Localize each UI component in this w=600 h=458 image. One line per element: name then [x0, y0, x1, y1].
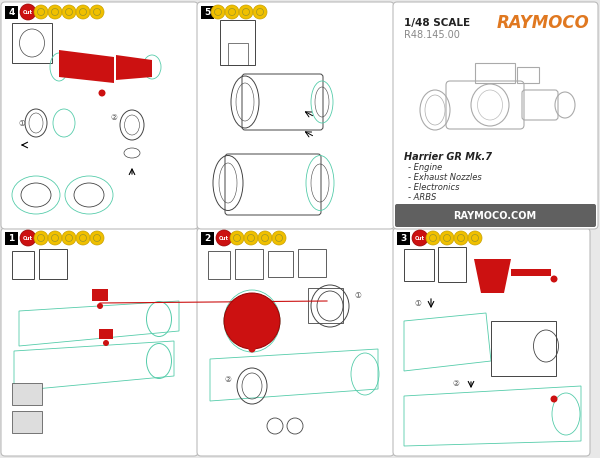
FancyBboxPatch shape	[1, 2, 198, 229]
Bar	[201, 6, 214, 19]
Bar	[298, 249, 326, 277]
Bar	[475, 63, 515, 83]
Circle shape	[224, 293, 280, 349]
Bar	[5, 6, 18, 19]
Text: 3: 3	[400, 234, 407, 243]
Text: Harrier GR Mk.7: Harrier GR Mk.7	[404, 152, 492, 162]
Text: R48.145.00: R48.145.00	[404, 30, 460, 40]
Text: 1/48 SCALE: 1/48 SCALE	[404, 18, 470, 28]
Text: - ARBS: - ARBS	[408, 193, 436, 202]
Bar	[12, 251, 34, 279]
Circle shape	[98, 89, 106, 97]
Bar	[438, 247, 466, 282]
Circle shape	[48, 231, 62, 245]
Polygon shape	[59, 50, 114, 83]
Bar	[511, 269, 551, 276]
Text: ②: ②	[452, 380, 460, 388]
Bar	[201, 232, 214, 245]
Circle shape	[90, 5, 104, 19]
Bar	[5, 232, 18, 245]
Bar	[308, 288, 343, 323]
Text: 2: 2	[205, 234, 211, 243]
Text: Cut: Cut	[23, 235, 33, 240]
Bar	[99, 329, 113, 339]
Text: - Engine: - Engine	[408, 164, 442, 173]
FancyBboxPatch shape	[197, 2, 394, 229]
Circle shape	[76, 231, 90, 245]
Circle shape	[244, 231, 258, 245]
Circle shape	[253, 5, 267, 19]
Circle shape	[551, 276, 557, 283]
Circle shape	[230, 231, 244, 245]
Bar	[12, 23, 52, 63]
Circle shape	[239, 5, 253, 19]
Text: 4: 4	[8, 8, 14, 17]
Text: Cut: Cut	[415, 235, 425, 240]
Bar	[39, 249, 67, 279]
Circle shape	[62, 5, 76, 19]
Circle shape	[454, 231, 468, 245]
Text: RAYMOCO: RAYMOCO	[496, 14, 589, 32]
Circle shape	[97, 303, 103, 309]
Circle shape	[248, 345, 256, 353]
Text: ②: ②	[110, 113, 118, 121]
FancyBboxPatch shape	[393, 2, 598, 229]
Text: ②: ②	[224, 375, 232, 383]
Bar	[12, 383, 42, 405]
Bar	[404, 249, 434, 281]
Circle shape	[62, 231, 76, 245]
Text: ①: ①	[355, 291, 361, 300]
Circle shape	[272, 231, 286, 245]
Bar	[92, 289, 108, 301]
Text: 5: 5	[205, 8, 211, 17]
Circle shape	[412, 230, 428, 246]
Circle shape	[34, 231, 48, 245]
Bar	[268, 251, 293, 277]
Text: - Exhaust Nozzles: - Exhaust Nozzles	[408, 174, 482, 182]
Circle shape	[90, 231, 104, 245]
FancyBboxPatch shape	[393, 228, 590, 456]
Circle shape	[216, 230, 232, 246]
Text: - Electronics: - Electronics	[408, 184, 460, 192]
Circle shape	[76, 5, 90, 19]
Bar	[12, 411, 42, 433]
Circle shape	[551, 396, 557, 403]
Circle shape	[440, 231, 454, 245]
Bar	[220, 20, 255, 65]
Bar	[517, 67, 539, 83]
Circle shape	[48, 5, 62, 19]
Circle shape	[258, 231, 272, 245]
Circle shape	[468, 231, 482, 245]
Bar	[397, 232, 410, 245]
Text: ①: ①	[19, 119, 25, 127]
Circle shape	[34, 5, 48, 19]
Bar	[235, 249, 263, 279]
Text: ①: ①	[415, 299, 421, 307]
Circle shape	[426, 231, 440, 245]
FancyBboxPatch shape	[395, 204, 596, 227]
FancyBboxPatch shape	[197, 228, 394, 456]
Circle shape	[225, 5, 239, 19]
Circle shape	[20, 4, 36, 20]
Bar	[491, 321, 556, 376]
Text: Cut: Cut	[23, 10, 33, 15]
Bar	[228, 43, 248, 65]
Circle shape	[103, 340, 109, 346]
Polygon shape	[116, 55, 152, 80]
Polygon shape	[474, 259, 511, 293]
Text: 1: 1	[8, 234, 14, 243]
Text: Cut: Cut	[219, 235, 229, 240]
Circle shape	[211, 5, 225, 19]
Bar	[208, 251, 230, 279]
FancyBboxPatch shape	[1, 228, 198, 456]
Text: RAYMOCO.COM: RAYMOCO.COM	[454, 211, 536, 221]
Circle shape	[20, 230, 36, 246]
